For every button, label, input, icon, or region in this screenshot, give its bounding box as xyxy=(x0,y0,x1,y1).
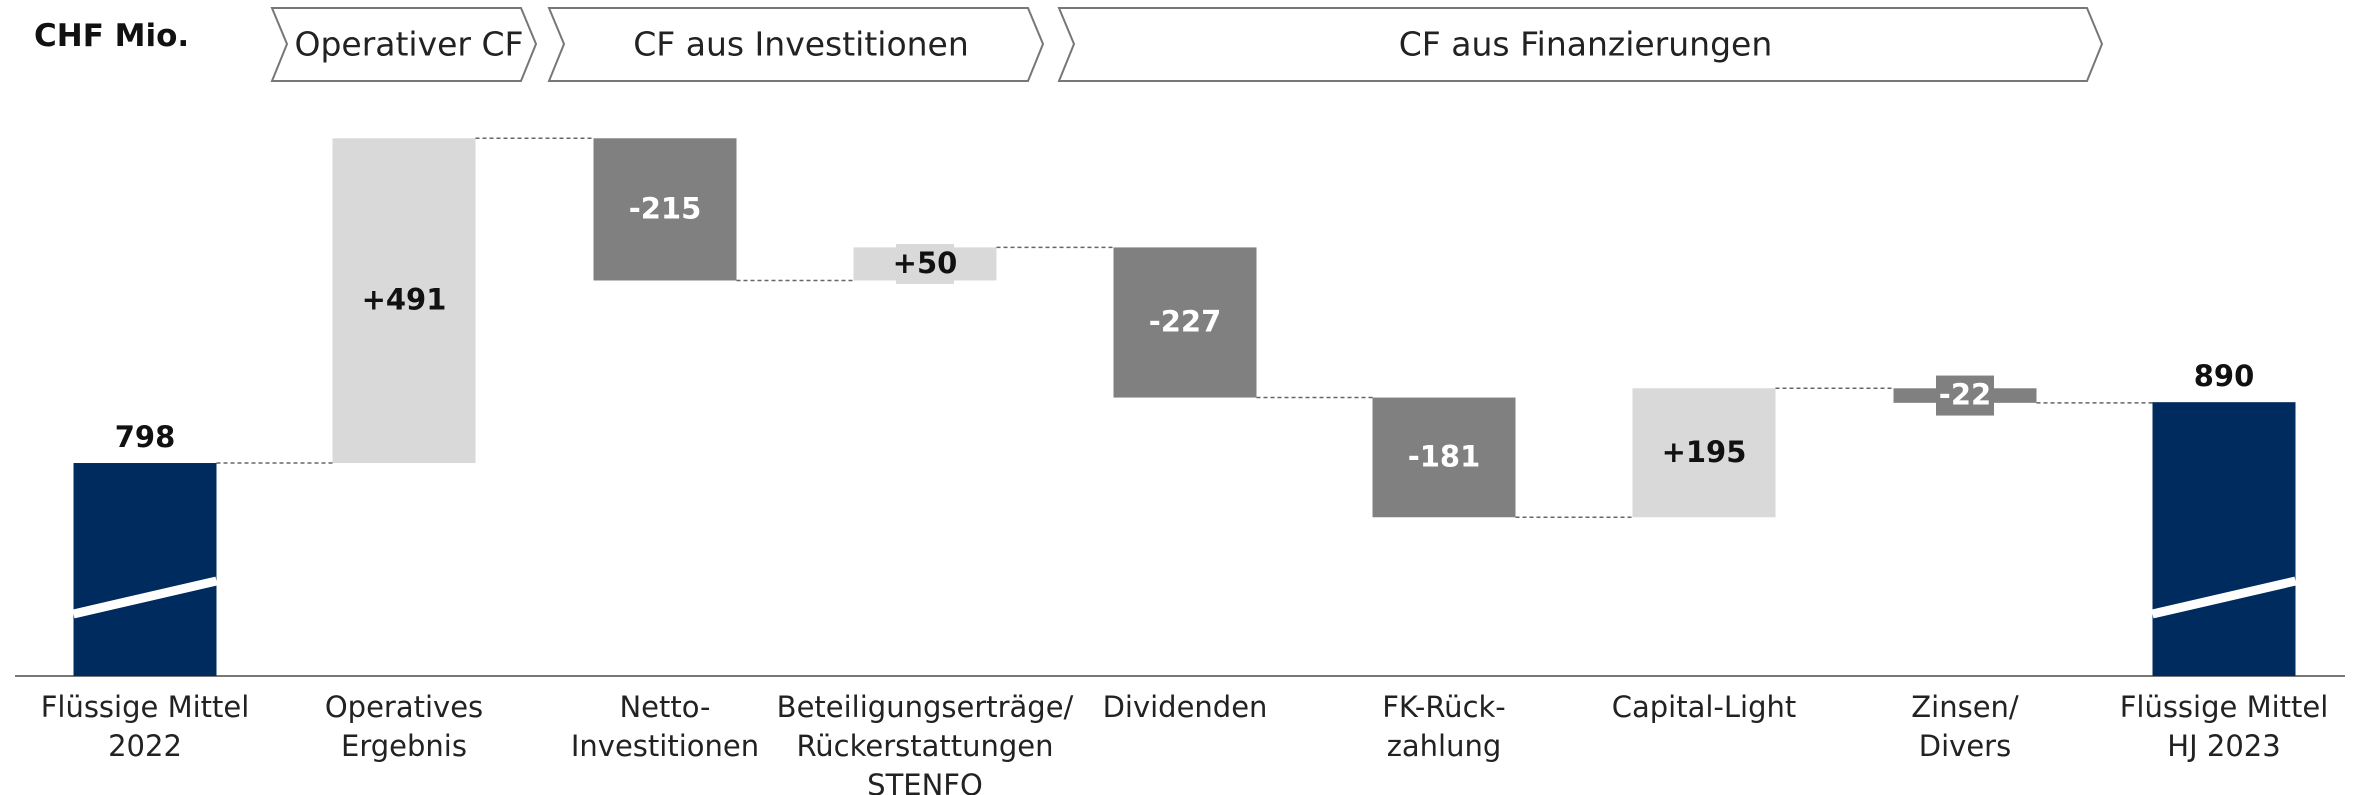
bar xyxy=(1113,247,1257,398)
value-label: +491 xyxy=(362,283,447,317)
bar xyxy=(2152,402,2296,676)
group-label: CF aus Investitionen xyxy=(633,25,969,64)
value-label: 890 xyxy=(2194,359,2255,393)
value-label: +195 xyxy=(1662,435,1747,469)
x-tick-label: Beteiligungserträge/ Rückerstattungen ST… xyxy=(776,690,1074,795)
x-tick-label: Zinsen/ Divers xyxy=(1911,690,2019,763)
group-chevron xyxy=(270,7,538,82)
x-tick-label: Operatives Ergebnis xyxy=(324,690,484,763)
bar xyxy=(73,463,217,676)
bar xyxy=(593,138,737,281)
value-label: -22 xyxy=(1939,378,1991,412)
x-tick-label: Flüssige Mittel HJ 2023 xyxy=(2119,690,2329,763)
x-tick-label: Capital-Light xyxy=(1611,690,1797,724)
group-chevron xyxy=(547,7,1045,82)
unit-label: CHF Mio. xyxy=(34,18,190,54)
x-tick-label: Flüssige Mittel 2022 xyxy=(40,690,250,763)
group-label: CF aus Finanzierungen xyxy=(1399,25,1773,64)
value-label: -181 xyxy=(1408,439,1481,473)
value-label: -227 xyxy=(1149,304,1222,338)
x-tick-label: Dividenden xyxy=(1102,690,1268,724)
group-label: Operativer CF xyxy=(294,25,523,64)
value-label: +50 xyxy=(893,246,958,280)
value-label: 798 xyxy=(115,420,176,454)
group-chevron xyxy=(1057,7,2104,82)
x-tick-label: Netto- Investitionen xyxy=(570,690,760,763)
axis-break xyxy=(2151,576,2297,619)
label-box xyxy=(896,243,954,284)
label-box xyxy=(1936,375,1994,416)
axis-break xyxy=(72,576,218,619)
bar xyxy=(1372,397,1516,518)
x-tick-label: FK-Rück- zahlung xyxy=(1382,690,1506,763)
bar xyxy=(1632,388,1776,518)
bar xyxy=(332,138,476,464)
value-label: -215 xyxy=(629,191,702,225)
